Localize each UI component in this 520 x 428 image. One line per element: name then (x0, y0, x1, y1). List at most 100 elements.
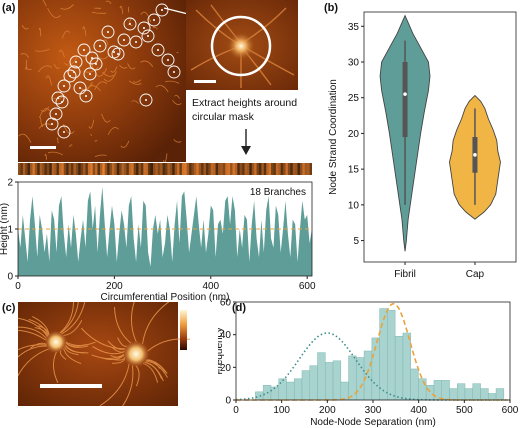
histogram-chart: 0 100 200 300 400 500 600 0 20 40 60 Node-Node Sepa… (218, 298, 519, 428)
strip-cell (46, 163, 50, 175)
down-arrow-icon (241, 129, 251, 155)
histogram-bar (449, 388, 458, 401)
strip-cell (191, 163, 195, 175)
strip-cell (63, 163, 67, 175)
strip-cell (51, 163, 55, 175)
fiber-strand (89, 134, 93, 136)
node-dot (147, 35, 149, 37)
strip-cell (172, 163, 176, 175)
fiber-strand (21, 24, 29, 30)
strip-cell (261, 163, 265, 175)
strip-cell (90, 163, 94, 175)
fiber-strand (42, 0, 47, 7)
node-circle (137, 21, 151, 35)
strip-cell (32, 163, 36, 175)
fiber-strand (39, 108, 51, 119)
node-dot (157, 49, 159, 51)
fiber-strand (88, 84, 94, 90)
node-circle (67, 65, 81, 79)
strip-cell (249, 163, 253, 175)
node-circle (155, 3, 169, 17)
strip-cell (80, 163, 84, 175)
node-dot (107, 31, 109, 33)
y-tick-label: 0 (225, 396, 231, 407)
node-dot (91, 57, 93, 59)
node-dot (99, 45, 101, 47)
node-circle (167, 65, 181, 79)
strip-cell (208, 163, 212, 175)
node-dot (135, 41, 137, 43)
strip-cell (205, 163, 209, 175)
strip-cell (203, 163, 207, 175)
node-circle (83, 67, 97, 81)
panel-label-c: (c) (2, 302, 16, 314)
strip-cell (131, 163, 135, 175)
afm-zoom-inset (186, 0, 298, 90)
fiber-strand (56, 137, 59, 144)
histogram-bar (356, 357, 365, 401)
fiber-strand (60, 4, 74, 10)
node-circle (79, 89, 93, 103)
node-circle (63, 69, 77, 83)
strip-cell (244, 163, 248, 175)
histogram-bar (441, 380, 450, 401)
strip-cell (49, 163, 53, 175)
node-circle (77, 43, 91, 57)
node-circle (139, 93, 153, 107)
histogram-bar (293, 378, 303, 401)
node-circle (89, 57, 103, 71)
node-dot (55, 113, 57, 115)
strip-cell (150, 163, 154, 175)
strip-cell (18, 163, 21, 175)
strip-cell (251, 163, 255, 175)
node-dot (75, 61, 77, 63)
node-circle (101, 25, 115, 39)
histogram-bar (255, 391, 264, 401)
fiber-strand (25, 59, 28, 70)
strip-cell (30, 163, 34, 175)
strip-cell (218, 163, 222, 175)
histogram-bar (410, 368, 419, 401)
fiber-strand (53, 63, 61, 69)
fiber-strand (40, 117, 44, 127)
strip-cell (160, 163, 164, 175)
node-dot (63, 131, 65, 133)
strip-cell (246, 163, 250, 175)
node-circle (151, 43, 165, 57)
fiber-strand (91, 11, 107, 14)
height-area (18, 186, 312, 276)
x-axis-label: Circumferential Position (nm) (101, 292, 230, 302)
strip-cell (275, 163, 279, 175)
histogram-bar (464, 388, 474, 401)
strip-cell (85, 163, 89, 175)
strip-cell (111, 163, 115, 175)
node-circle (123, 17, 137, 31)
strip-cell (145, 163, 149, 175)
strip-cell (42, 163, 46, 175)
x-tick-label: 400 (202, 281, 219, 292)
strip-cell (230, 163, 234, 175)
strip-cell (285, 163, 289, 175)
strip-cell (136, 163, 140, 175)
y-tick-label: 2 (7, 178, 13, 189)
y-tick-label: 5 (353, 236, 359, 247)
fiber-strand (127, 63, 136, 70)
histogram-bar (278, 378, 287, 401)
x-tick-label: 200 (106, 281, 123, 292)
fiber-strand (128, 80, 142, 85)
node-circle (57, 79, 71, 93)
strip-cell (271, 163, 275, 175)
histogram-bar (286, 381, 295, 401)
strip-cell (58, 163, 62, 175)
strip-cell (99, 163, 103, 175)
fiber-strand (155, 84, 169, 93)
strip-cell (196, 163, 200, 175)
strip-cell (66, 163, 70, 175)
strip-cell (34, 163, 38, 175)
fiber-strand (102, 71, 115, 77)
violin-chart: Fibril Cap 5 10 15 20 25 30 35 Node Strand Coordi… (328, 11, 517, 280)
strip-cell (287, 163, 291, 175)
strip-cell (220, 163, 224, 175)
x-tick-label: 600 (299, 281, 316, 292)
cap-fiber (99, 363, 130, 406)
